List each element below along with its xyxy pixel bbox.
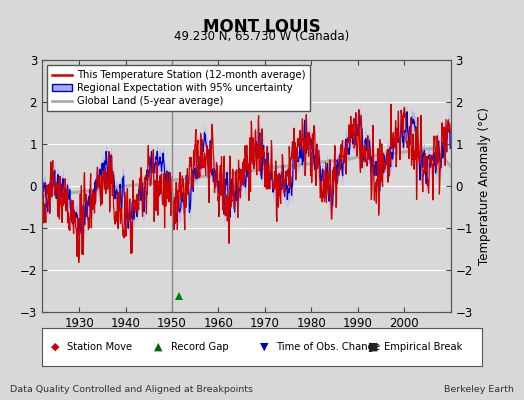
Text: 49.230 N, 65.730 W (Canada): 49.230 N, 65.730 W (Canada)	[174, 30, 350, 43]
Text: ◆: ◆	[51, 342, 59, 352]
Text: MONT LOUIS: MONT LOUIS	[203, 18, 321, 36]
Text: ■: ■	[368, 342, 378, 352]
Text: Data Quality Controlled and Aligned at Breakpoints: Data Quality Controlled and Aligned at B…	[10, 385, 254, 394]
Text: ▲: ▲	[154, 342, 162, 352]
Text: Berkeley Earth: Berkeley Earth	[444, 385, 514, 394]
Text: ▼: ▼	[260, 342, 268, 352]
Text: Empirical Break: Empirical Break	[385, 342, 463, 352]
Text: Station Move: Station Move	[68, 342, 133, 352]
Y-axis label: Temperature Anomaly (°C): Temperature Anomaly (°C)	[478, 107, 492, 265]
Text: Time of Obs. Change: Time of Obs. Change	[277, 342, 380, 352]
Legend: This Temperature Station (12-month average), Regional Expectation with 95% uncer: This Temperature Station (12-month avera…	[47, 65, 310, 111]
Text: Record Gap: Record Gap	[171, 342, 228, 352]
